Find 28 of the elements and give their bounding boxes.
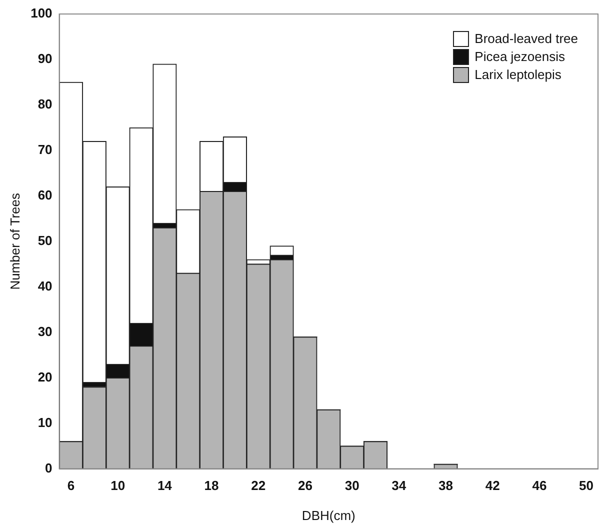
x-tick-label: 6 bbox=[67, 478, 75, 494]
y-tick-label: 0 bbox=[45, 460, 52, 476]
y-axis-title: Number of Trees bbox=[7, 192, 22, 290]
x-tick-label: 34 bbox=[392, 478, 407, 494]
y-tick-label: 70 bbox=[38, 142, 52, 158]
y-tick-label: 30 bbox=[38, 324, 52, 339]
y-tick-label: 20 bbox=[38, 369, 52, 384]
x-tick-label: 50 bbox=[579, 478, 594, 494]
x-axis-title: DBH(cm) bbox=[302, 508, 356, 523]
x-tick-label: 42 bbox=[485, 478, 500, 494]
y-tick-label: 10 bbox=[38, 414, 52, 430]
x-tick-label: 10 bbox=[110, 478, 126, 494]
x-tick-label: 22 bbox=[251, 478, 266, 494]
x-tick-label: 18 bbox=[204, 478, 219, 494]
legend-label: Broad-leaved tree bbox=[474, 31, 578, 46]
y-tick-label: 100 bbox=[30, 6, 52, 21]
y-tick-label: 80 bbox=[38, 96, 52, 112]
x-tick-label: 46 bbox=[532, 478, 547, 494]
y-tick-label: 40 bbox=[38, 278, 52, 294]
y-tick-label: 50 bbox=[38, 232, 52, 248]
legend-label: Larix leptolepis bbox=[474, 67, 562, 82]
x-tick-label: 30 bbox=[344, 478, 360, 494]
x-tick-label: 26 bbox=[298, 478, 312, 494]
x-tick-label: 38 bbox=[438, 478, 453, 494]
y-tick-label: 90 bbox=[38, 51, 52, 66]
legend-label: Picea jezoensis bbox=[474, 49, 565, 64]
x-tick-label: 14 bbox=[157, 478, 173, 494]
y-tick-label: 60 bbox=[38, 188, 52, 202]
